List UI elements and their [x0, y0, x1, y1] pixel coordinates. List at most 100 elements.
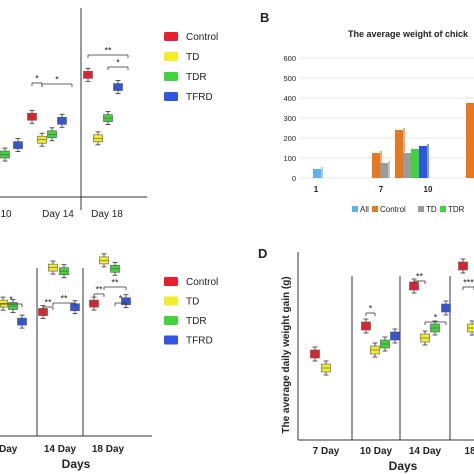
- panel-a-marks: * ****: [0, 46, 129, 162]
- panel-c-sig-5: **: [103, 278, 127, 290]
- panel-d-marks: *******: [310, 258, 474, 376]
- panel-c-marks: * ** *******: [0, 253, 131, 329]
- panel-b-bar-control-extra: [466, 103, 474, 178]
- panel-a-sig-2: *: [41, 75, 73, 87]
- panel-c-sig-3-stars: **: [60, 294, 68, 304]
- panel-d-point-control-10-day: [361, 318, 371, 334]
- panel-c-legend-swatch-td: [164, 296, 178, 306]
- panel-d-tick-18: 18: [464, 446, 474, 457]
- panel-d-sig-1-stars: *: [369, 304, 373, 314]
- panel-d-sig-1: *: [365, 304, 376, 316]
- panel-c-point-tfrd-14-day: [70, 300, 80, 315]
- panel-a-point-tfrd-day-18: [113, 80, 123, 94]
- panel-a-sig-1: *: [31, 74, 43, 86]
- panel-a-legend-label-tfrd: TFRD: [186, 92, 213, 103]
- panel-a-legend-swatch-tfrd: [164, 92, 178, 101]
- panel-c-tick-labels: 0 Day 14 Day 18 Day: [0, 444, 125, 455]
- panel-b-tick-labels: 0 100 200 300 400 500 600 1 7 10: [283, 54, 433, 194]
- panel-d-sig-3: *: [424, 313, 447, 325]
- panel-c-sig-4: **: [93, 285, 105, 297]
- panel-a-point-tdr-day-18: [103, 111, 113, 125]
- panel-d: D The average daily weight gain (g) 7 Da…: [258, 246, 474, 473]
- panel-a-sig-3-stars: **: [104, 46, 112, 56]
- panel-c-point-tdr-14-day: [59, 264, 69, 279]
- panel-b-ytick-100: 100: [283, 154, 296, 163]
- panel-c-legend-swatch-tdr: [164, 316, 178, 325]
- panel-d-point-control-14-day: [409, 278, 419, 294]
- panel-c-legend: Control TD TDR TFRD: [164, 277, 218, 347]
- panel-c-point-tfrd-0-day: [17, 314, 27, 329]
- panel-a-legend-label-td: TD: [186, 52, 199, 63]
- panel-a-legend-swatch-control: [164, 32, 178, 41]
- panel-a-point-tfrd-day-14: [57, 113, 67, 128]
- panel-d-tick-labels: 7 Day 10 Day 14 Day 18: [313, 446, 474, 457]
- panel-b-legend-swatch-tdr: [440, 206, 446, 212]
- panel-c-sig-6: *: [114, 294, 127, 306]
- panel-d-label: D: [258, 246, 267, 261]
- panel-a-sig-4-stars: *: [116, 58, 120, 68]
- panel-d-point-td-10-day: [370, 342, 380, 358]
- panel-b-legend-label-tdr: TDR: [448, 205, 465, 214]
- panel-c-sig-3: **: [52, 294, 76, 306]
- panel-a-legend: Control TD TDR TFRD: [164, 32, 218, 103]
- panel-a-tick-labels: 10 Day 14 Day 18: [0, 209, 123, 220]
- panel-c-tick-14-day: 14 Day: [44, 444, 77, 455]
- panel-d-point-td-14-day: [420, 330, 430, 346]
- panel-d-tick-10-day: 10 Day: [360, 446, 393, 457]
- panel-b-ytick-0: 0: [292, 174, 296, 183]
- panel-a-point-control-day-18: [83, 68, 93, 82]
- panel-a-point-tdr-10: [0, 147, 10, 162]
- panel-d-point-tdr-10-day: [380, 336, 390, 352]
- panel-b-xtick-7: 7: [379, 185, 384, 194]
- panel-c-sig-5-stars: **: [111, 278, 119, 288]
- panel-b-ytick-300: 300: [283, 114, 296, 123]
- panel-c-point-tdr-0-day: [8, 299, 18, 313]
- panel-d-ylabel: The average daily weight gain (g): [281, 276, 292, 433]
- panel-b-legend-label-control: Control: [380, 205, 406, 214]
- panel-a-legend-swatch-tdr: [164, 72, 178, 81]
- panel-a-sig-3: **: [87, 46, 129, 58]
- panel-c-point-control-18-day: [89, 296, 99, 311]
- panel-c-point-tdr-18-day: [110, 261, 120, 276]
- panel-d-sig-4-stars: ***: [463, 278, 474, 288]
- panel-c-sig-4-stars: **: [95, 285, 103, 295]
- panel-b-legend-label-all: All: [360, 205, 369, 214]
- panel-c-point-td-14-day: [48, 260, 58, 275]
- panel-a-point-tfrd-10: [13, 138, 23, 153]
- panel-a-sig-1-stars: *: [35, 74, 39, 84]
- panel-c-legend-label-tfrd: TFRD: [186, 336, 213, 347]
- panel-c-legend-swatch-tfrd: [164, 335, 178, 345]
- panel-a-sig-2-stars: *: [55, 75, 59, 85]
- panel-a-legend-label-tdr: TDR: [186, 72, 207, 83]
- panel-d-sig-3-stars: *: [434, 313, 438, 323]
- panel-a-sig-4: *: [107, 58, 129, 70]
- panel-a-point-control-day-14: [27, 109, 37, 124]
- panel-b-legend-swatch-all: [352, 206, 358, 212]
- panel-b-legend: All Control TD TDR: [352, 205, 465, 214]
- panel-c-sig-6-stars: *: [119, 294, 123, 304]
- panel-c-sig-1-stars: *: [9, 295, 13, 305]
- panel-d-point-tdr-14-day: [430, 320, 440, 336]
- panel-b-ytick-500: 500: [283, 74, 296, 83]
- panel-a-legend-label-control: Control: [186, 32, 218, 43]
- panel-a-legend-swatch-td: [164, 52, 178, 61]
- panel-b-xtick-1: 1: [314, 185, 319, 194]
- panel-b-xtick-10: 10: [424, 185, 433, 194]
- panel-b-bar-td-7: [380, 161, 390, 178]
- panel-d-point-control-7-day: [310, 346, 320, 362]
- panel-c-tick-0-day: 0 Day: [0, 444, 18, 455]
- panel-c-legend-label-tdr: TDR: [186, 316, 207, 327]
- panel-d-point-tfrd-14-day: [441, 300, 451, 316]
- panel-b-legend-swatch-control: [372, 206, 378, 212]
- panel-c-legend-label-control: Control: [186, 277, 218, 288]
- panel-d-point-td-7-day: [321, 360, 331, 376]
- panel-b-bar-all-1: [313, 167, 323, 178]
- panel-d-tick-14-day: 14 Day: [409, 446, 442, 457]
- panel-c-tick-18-day: 18 Day: [92, 444, 125, 455]
- panel-a-tick-day-14: Day 14: [42, 209, 74, 220]
- panel-d-sig-4: ***: [462, 278, 474, 290]
- panel-b-ytick-200: 200: [283, 134, 296, 143]
